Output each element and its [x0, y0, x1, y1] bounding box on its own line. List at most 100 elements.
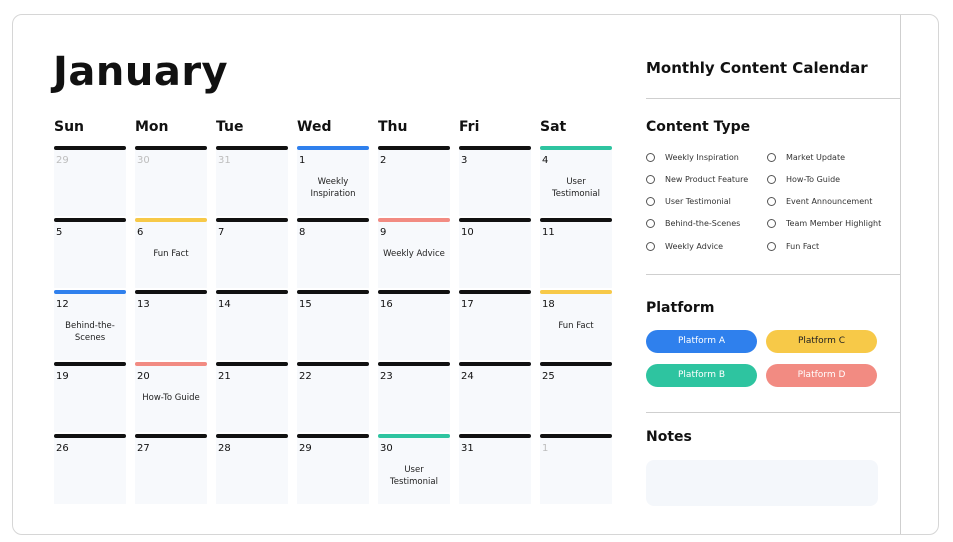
day-cell[interactable]: 17 — [459, 290, 531, 360]
day-cell[interactable]: 26 — [54, 434, 126, 504]
day-cell[interactable]: 3 — [459, 146, 531, 216]
day-cell[interactable]: 20 How-To Guide — [135, 362, 207, 432]
platform-d-button[interactable]: Platform D — [766, 364, 877, 387]
day-event: Weekly Inspiration — [310, 177, 356, 199]
day-cell[interactable]: 6 Fun Fact — [135, 218, 207, 288]
day-number: 29 — [299, 443, 312, 454]
radio-icon[interactable] — [767, 152, 776, 162]
content-type-option[interactable]: Market Update — [767, 151, 845, 163]
notes-field[interactable] — [646, 460, 878, 506]
content-type-label: Weekly Inspiration — [665, 152, 739, 162]
day-number: 14 — [218, 299, 231, 310]
day-number: 29 — [56, 155, 69, 166]
radio-icon[interactable] — [646, 241, 655, 251]
day-cell[interactable]: 7 — [216, 218, 288, 288]
day-cell[interactable]: 8 — [297, 218, 369, 288]
day-cell[interactable]: 13 — [135, 290, 207, 360]
content-type-label: Market Update — [786, 152, 846, 162]
radio-icon[interactable] — [646, 219, 655, 229]
day-cell[interactable]: 12 Behind-the-Scenes — [54, 290, 126, 360]
notes-heading: Notes — [646, 429, 692, 445]
day-number: 20 — [137, 371, 150, 382]
divider — [646, 98, 900, 99]
day-cell[interactable]: 28 — [216, 434, 288, 504]
day-cell[interactable]: 25 — [540, 362, 612, 432]
day-top-bar — [135, 290, 207, 294]
day-cell[interactable]: 19 — [54, 362, 126, 432]
radio-icon[interactable] — [767, 174, 776, 184]
day-cell[interactable]: 9 Weekly Advice — [378, 218, 450, 288]
content-type-label: New Product Feature — [665, 174, 749, 184]
day-cell[interactable]: 27 — [135, 434, 207, 504]
day-number: 15 — [299, 299, 312, 310]
day-cell[interactable]: 1 Weekly Inspiration — [297, 146, 369, 216]
content-type-option[interactable]: Behind-the-Scenes — [646, 218, 740, 230]
day-cell[interactable]: 23 — [378, 362, 450, 432]
radio-icon[interactable] — [646, 197, 655, 207]
day-cell[interactable]: 31 — [459, 434, 531, 504]
platform-c-button[interactable]: Platform C — [766, 330, 877, 353]
day-cell[interactable]: 2 — [378, 146, 450, 216]
day-cell[interactable]: 22 — [297, 362, 369, 432]
radio-icon[interactable] — [646, 152, 655, 162]
day-number: 28 — [218, 443, 231, 454]
day-cell[interactable]: 1 — [540, 434, 612, 504]
weekday-sat: Sat — [540, 119, 567, 135]
radio-icon[interactable] — [767, 219, 776, 229]
day-number: 17 — [461, 299, 474, 310]
day-cell[interactable]: 15 — [297, 290, 369, 360]
day-number: 9 — [380, 227, 387, 238]
platform-b-button[interactable]: Platform B — [646, 364, 757, 387]
weekday-sun: Sun — [54, 119, 85, 135]
day-cell[interactable]: 5 — [54, 218, 126, 288]
content-type-option[interactable]: Weekly Inspiration — [646, 151, 739, 163]
content-type-label: Fun Fact — [786, 241, 820, 251]
content-type-option[interactable]: Team Member Highlight — [767, 218, 881, 230]
day-cell[interactable]: 21 — [216, 362, 288, 432]
radio-icon[interactable] — [767, 197, 776, 207]
day-cell[interactable]: 10 — [459, 218, 531, 288]
day-cell[interactable]: 31 — [216, 146, 288, 216]
day-top-bar — [459, 218, 531, 222]
day-event: Behind-the-Scenes — [65, 321, 115, 343]
day-number: 1 — [299, 155, 306, 166]
content-type-option[interactable]: Fun Fact — [767, 240, 819, 252]
day-top-bar — [135, 434, 207, 438]
day-top-bar — [297, 146, 369, 150]
day-cell[interactable]: 29 — [54, 146, 126, 216]
day-cell[interactable]: 11 — [540, 218, 612, 288]
day-cell[interactable]: 14 — [216, 290, 288, 360]
day-number: 4 — [542, 155, 549, 166]
day-number: 31 — [218, 155, 231, 166]
weekday-thu: Thu — [378, 119, 408, 135]
right-divider — [900, 15, 901, 534]
content-type-label: Event Announcement — [786, 197, 873, 207]
day-cell[interactable]: 18 Fun Fact — [540, 290, 612, 360]
content-type-option[interactable]: Weekly Advice — [646, 240, 723, 252]
day-top-bar — [540, 146, 612, 150]
day-top-bar — [459, 146, 531, 150]
content-type-option[interactable]: User Testimonial — [646, 196, 731, 208]
day-cell[interactable]: 4 User Testimonial — [540, 146, 612, 216]
day-number: 25 — [542, 371, 555, 382]
divider — [646, 412, 900, 413]
calendar-card: January Sun Mon Tue Wed Thu Fri Sat 29 30… — [12, 14, 939, 535]
platform-a-button[interactable]: Platform A — [646, 330, 757, 353]
weekday-wed: Wed — [297, 119, 332, 135]
radio-icon[interactable] — [646, 174, 655, 184]
content-type-option[interactable]: New Product Feature — [646, 173, 748, 185]
day-number: 23 — [380, 371, 393, 382]
content-type-option[interactable]: How-To Guide — [767, 173, 840, 185]
day-cell[interactable]: 16 — [378, 290, 450, 360]
day-number: 22 — [299, 371, 312, 382]
day-cell[interactable]: 30 User Testimonial — [378, 434, 450, 504]
day-cell[interactable]: 24 — [459, 362, 531, 432]
content-type-option[interactable]: Event Announcement — [767, 196, 872, 208]
radio-icon[interactable] — [767, 241, 776, 251]
day-cell[interactable]: 29 — [297, 434, 369, 504]
content-type-label: Weekly Advice — [665, 241, 724, 251]
day-event: Fun Fact — [153, 249, 189, 259]
day-top-bar — [540, 290, 612, 294]
day-top-bar — [216, 146, 288, 150]
day-cell[interactable]: 30 — [135, 146, 207, 216]
